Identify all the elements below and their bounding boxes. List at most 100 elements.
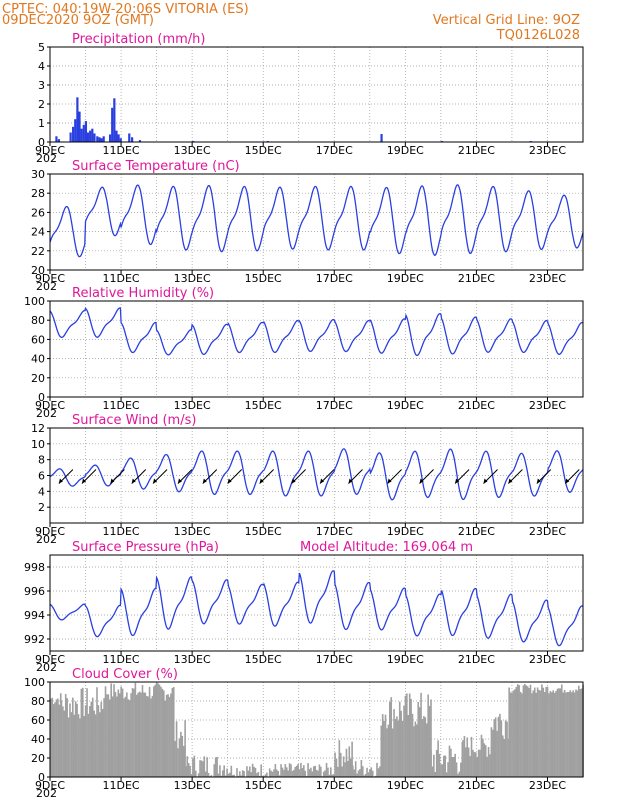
y-tick-label: 0 [38, 136, 45, 149]
cloud-bar [391, 728, 394, 777]
cloud-bar [203, 756, 206, 777]
wind-arrowhead [202, 478, 207, 484]
cloud-bar [223, 765, 226, 777]
wind-arrowhead [348, 478, 353, 484]
cloud-bar [576, 690, 579, 777]
cloud-bar [417, 701, 420, 777]
cloud-bar [294, 766, 297, 777]
cloud-bar [219, 765, 221, 777]
precipitation-panel: 0 1 2 3 4 5 9DEC 11DEC 13DEC 15DEC 17DEC 19DEC 21DEC… [35, 32, 584, 165]
header-location: CPTEC: 040:19W-20:06S VITORIA (ES) [2, 2, 249, 17]
y-tick-label: 10 [31, 438, 45, 451]
x-tick-label: 15DEC [245, 272, 282, 285]
x-tick-label: 19DEC [387, 653, 424, 666]
cloud-bar [295, 765, 298, 777]
cloud-bar [580, 688, 583, 777]
pressure-panel: 992 994 996 998 9DEC 11DEC 13DEC 15DEC 17DEC 19DE… [24, 540, 584, 674]
cloud-bar [438, 753, 441, 777]
temperature-panel: 20 22 24 26 28 30 9DEC 11DEC 13DEC 15DEC 17DEC 19DE… [31, 159, 584, 293]
x-year-label: 202 [36, 533, 57, 546]
cloud-bar [278, 775, 281, 777]
y-tick-label: 26 [31, 206, 45, 219]
cloud-bar [349, 758, 352, 777]
cloud-bar [117, 689, 120, 777]
cloud-bar [128, 700, 131, 777]
cloud-bar [143, 692, 145, 777]
cloud-bar [341, 766, 343, 777]
y-tick-label: 60 [31, 714, 45, 727]
temperature-line [49, 184, 584, 258]
model-altitude: Model Altitude: 169.064 m [300, 540, 473, 555]
y-tick-label: 4 [38, 485, 45, 498]
precip-bar [100, 138, 103, 142]
cloud-bar [356, 773, 358, 777]
precip-bar [119, 138, 122, 142]
x-tick-label: 23DEC [529, 525, 566, 538]
x-tick-label: 17DEC [316, 525, 353, 538]
cloud-bar [189, 765, 191, 777]
x-tick-label: 19DEC [387, 525, 424, 538]
y-tick-label: 22 [31, 245, 45, 258]
cloud-bar [302, 765, 305, 777]
cloud-bar [144, 692, 147, 777]
cloud-bar [140, 692, 142, 777]
cloud-bar [106, 694, 108, 777]
cloud-bar [318, 764, 321, 777]
cloud-bar [237, 775, 240, 777]
cloud-bar [224, 775, 227, 777]
y-tick-label: 40 [31, 353, 45, 366]
wind-arrowhead [483, 478, 488, 484]
cloud-bar [74, 701, 77, 777]
cloud-bar [167, 694, 169, 777]
precip-bar [117, 134, 120, 142]
cloud-bar [229, 772, 231, 777]
cloud-bar [94, 714, 97, 777]
cloud-bar [335, 758, 338, 777]
cloud-bar [435, 750, 438, 777]
cloud-bar [284, 764, 287, 777]
x-tick-label: 11DEC [103, 779, 140, 792]
cloud-bar [457, 773, 459, 777]
x-year-label: 202 [36, 661, 57, 674]
panel-frame [49, 554, 584, 652]
x-tick-label: 19DEC [387, 144, 424, 157]
cloud-bar [499, 713, 501, 777]
cloud-bar [572, 690, 574, 777]
cloud-bar [445, 772, 448, 777]
cloud-bar [81, 687, 84, 777]
cloud-bar [344, 762, 346, 777]
cloud-bar [533, 687, 536, 777]
cloud-bar [180, 731, 182, 777]
wind-arrowhead [81, 478, 86, 484]
wind-arrowhead [536, 478, 541, 484]
cloud-bar [135, 694, 138, 777]
cloud-bar [275, 769, 278, 777]
cloud-bar [247, 770, 250, 777]
precip-bar [380, 134, 383, 142]
cloud-bar [100, 701, 103, 777]
cloud-bar [187, 763, 190, 777]
x-tick-label: 23DEC [529, 653, 566, 666]
wind-panel: 2 4 6 8 10 12 9DEC 11DEC 13DEC 15DEC 17DEC 19DEC 21D… [31, 413, 584, 546]
cloud-bar [352, 765, 354, 777]
cloud-bar [261, 775, 264, 777]
cloud-bar [160, 686, 162, 777]
x-tick-label: 21DEC [458, 144, 495, 157]
cloud-bar [120, 686, 122, 777]
cloud-bar [334, 752, 336, 777]
y-tick-label: 4 [38, 60, 45, 73]
x-tick-label: 15DEC [245, 525, 282, 538]
y-tick-label: 6 [38, 470, 45, 483]
cloud-bar [116, 696, 118, 777]
cloud-bar [465, 747, 467, 777]
cloud-bar [271, 771, 274, 777]
precip-bar [98, 137, 101, 142]
cloud-bar [69, 703, 71, 777]
x-tick-label: 15DEC [245, 144, 282, 157]
cloud-bar [307, 763, 309, 777]
cloud-bar [301, 767, 304, 777]
cloud-bar [246, 766, 248, 777]
cloud-bar [268, 768, 271, 777]
x-tick-label: 21DEC [458, 653, 495, 666]
